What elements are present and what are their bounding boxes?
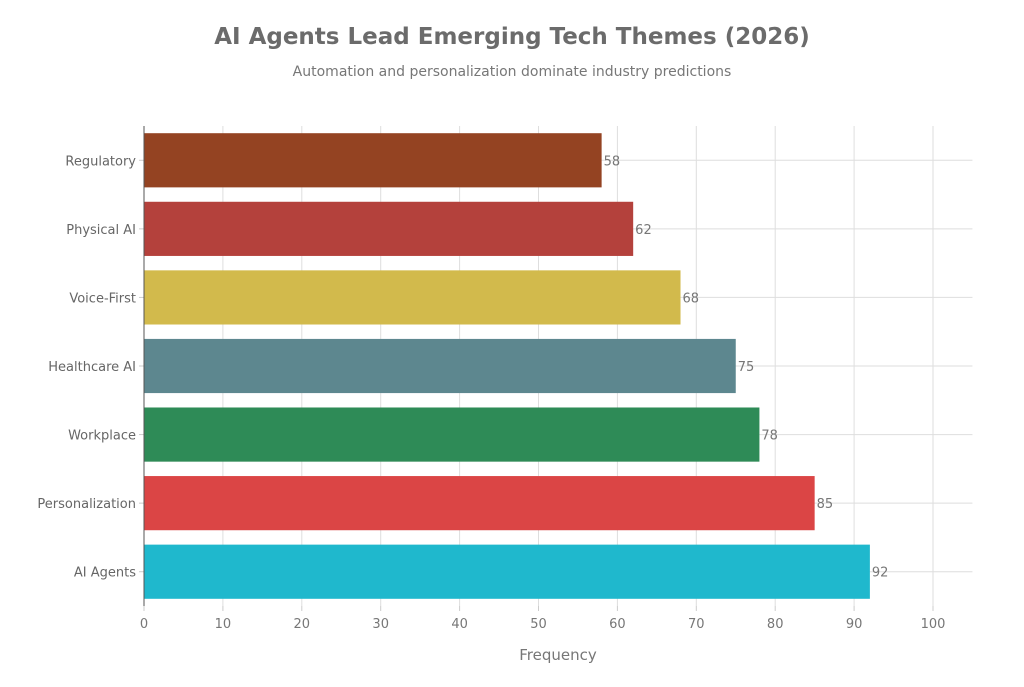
- x-axis-ticks: 0 10 20 30 40 50 60 70 80 90 100: [140, 606, 946, 632]
- x-tick-label: 80: [767, 617, 784, 632]
- data-label: 68: [683, 291, 700, 306]
- bars: 92 85 78 75 68 62 58: [144, 133, 888, 599]
- x-tick-label: 50: [530, 617, 547, 632]
- data-label: 75: [738, 360, 755, 375]
- bar-physical-ai: [144, 201, 634, 256]
- bar-regulatory: [144, 133, 602, 188]
- x-tick-label: 100: [921, 617, 946, 632]
- bar-voice-first: [144, 270, 681, 325]
- bar-personalization: [144, 476, 815, 531]
- x-tick-label: 10: [215, 617, 232, 632]
- x-axis-title: Frequency: [519, 646, 597, 664]
- x-tick-label: 60: [609, 617, 626, 632]
- bar-workplace: [144, 407, 760, 462]
- bar-ai-agents: [144, 544, 870, 599]
- x-tick-label: 40: [451, 617, 468, 632]
- chart-title: AI Agents Lead Emerging Tech Themes (202…: [214, 24, 810, 50]
- x-tick-label: 30: [372, 617, 389, 632]
- data-label: 78: [761, 429, 778, 444]
- y-axis-categories: AI Agents Personalization Workplace Healthc…: [37, 154, 144, 581]
- y-category-label: Regulatory: [65, 154, 136, 169]
- y-category-label: Workplace: [68, 429, 136, 444]
- x-tick-label: 70: [688, 617, 705, 632]
- y-category-label: AI Agents: [74, 566, 136, 581]
- y-category-label: Healthcare AI: [48, 360, 136, 375]
- data-label: 58: [604, 154, 621, 169]
- y-category-label: Voice-First: [69, 291, 136, 306]
- chart-subtitle: Automation and personalization dominate …: [293, 64, 732, 80]
- data-label: 85: [817, 497, 834, 512]
- bar-healthcare-ai: [144, 338, 736, 394]
- data-label: 92: [872, 566, 889, 581]
- x-tick-label: 20: [294, 617, 311, 632]
- y-category-label: Personalization: [37, 497, 136, 512]
- x-tick-label: 0: [140, 617, 148, 632]
- x-tick-label: 90: [846, 617, 863, 632]
- data-label: 62: [635, 223, 652, 238]
- y-category-label: Physical AI: [66, 223, 136, 238]
